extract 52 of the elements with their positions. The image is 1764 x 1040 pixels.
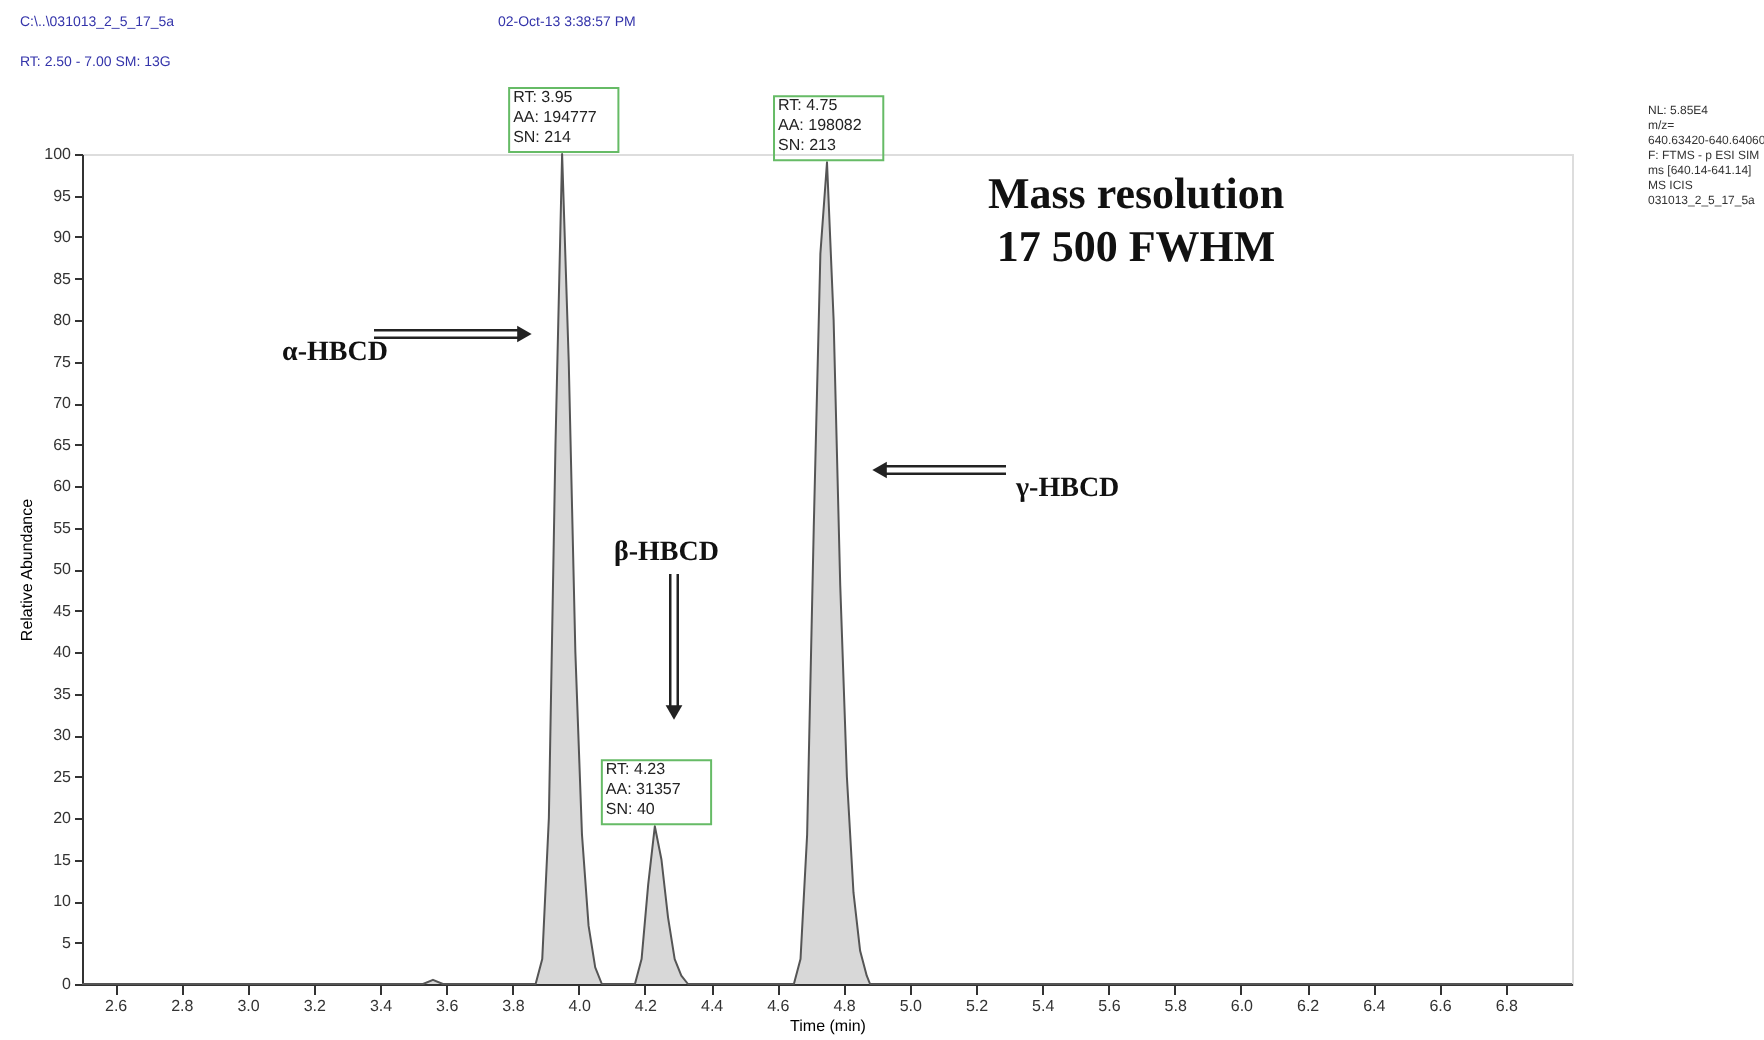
x-tick-label: 6.2: [1296, 997, 1321, 1015]
x-tick-label: 6.8: [1495, 997, 1519, 1015]
x-tick-label: 4.2: [634, 997, 659, 1015]
y-tick-label: 10: [53, 892, 73, 910]
x-tick-label: 6.6: [1429, 997, 1453, 1015]
annotation: γ-HBCD: [1014, 474, 1120, 504]
x-tick-label: 6.4: [1363, 997, 1387, 1015]
y-tick-label: 90: [53, 228, 73, 246]
x-tick-label: 4.6: [767, 997, 791, 1015]
y-tick-label: 60: [53, 477, 73, 495]
annotation: Mass resolution 17 500 FWHM: [987, 168, 1285, 271]
x-tick-label: 5.0: [899, 997, 923, 1015]
y-tick-label: 40: [53, 643, 73, 661]
x-tick-label: 2.6: [104, 997, 129, 1015]
y-tick-label: 45: [53, 601, 73, 620]
annotation: RT: 4.23 AA: 31357 SN: 40: [605, 760, 682, 819]
y-tick-label: 20: [53, 809, 73, 827]
y-tick-label: 50: [53, 560, 73, 578]
y-tick-label: 5: [62, 933, 73, 952]
x-tick-label: 3.8: [502, 997, 526, 1015]
y-tick-label: 55: [53, 518, 73, 537]
x-tick-label: 3.2: [303, 997, 327, 1015]
annotation: β-HBCD: [614, 538, 719, 568]
annotation: RT: 3.95 AA: 194777 SN: 214: [513, 88, 598, 146]
y-tick-label: 70: [53, 394, 73, 412]
x-tick-label: 4.0: [568, 997, 592, 1015]
y-axis-title: Relative Abundance: [18, 497, 37, 642]
y-tick-label: 30: [53, 726, 73, 744]
x-tick-label: 3.6: [436, 997, 460, 1015]
x-tick-label: 5.8: [1164, 997, 1188, 1015]
y-tick-label: 95: [53, 186, 73, 205]
y-tick-label: 15: [53, 850, 73, 869]
x-tick-label: 6.0: [1230, 997, 1255, 1015]
y-tick-label: 75: [53, 352, 73, 371]
y-tick-label: 65: [53, 435, 73, 454]
x-tick-label: 5.2: [965, 997, 990, 1015]
x-tick-label: 4.8: [833, 997, 857, 1015]
y-tick-label: 35: [53, 684, 73, 703]
x-tick-label: 4.4: [700, 997, 725, 1015]
x-tick-label: 5.4: [1032, 997, 1056, 1015]
y-tick-label: 80: [53, 311, 73, 329]
x-axis-title: Time (min): [790, 1017, 867, 1035]
annotation: RT: 4.75 AA: 198082 SN: 213: [778, 96, 863, 155]
y-tick-label: 0: [62, 975, 73, 993]
x-tick-label: 2.8: [171, 997, 195, 1015]
y-tick-label: 85: [53, 269, 73, 288]
annotation: α-HBCD: [282, 338, 388, 368]
y-tick-label: 25: [53, 767, 73, 786]
y-tick-label: 100: [44, 145, 73, 163]
x-tick-label: 5.6: [1098, 997, 1122, 1015]
x-tick-label: 3.0: [237, 997, 261, 1015]
x-tick-label: 3.4: [369, 997, 394, 1015]
